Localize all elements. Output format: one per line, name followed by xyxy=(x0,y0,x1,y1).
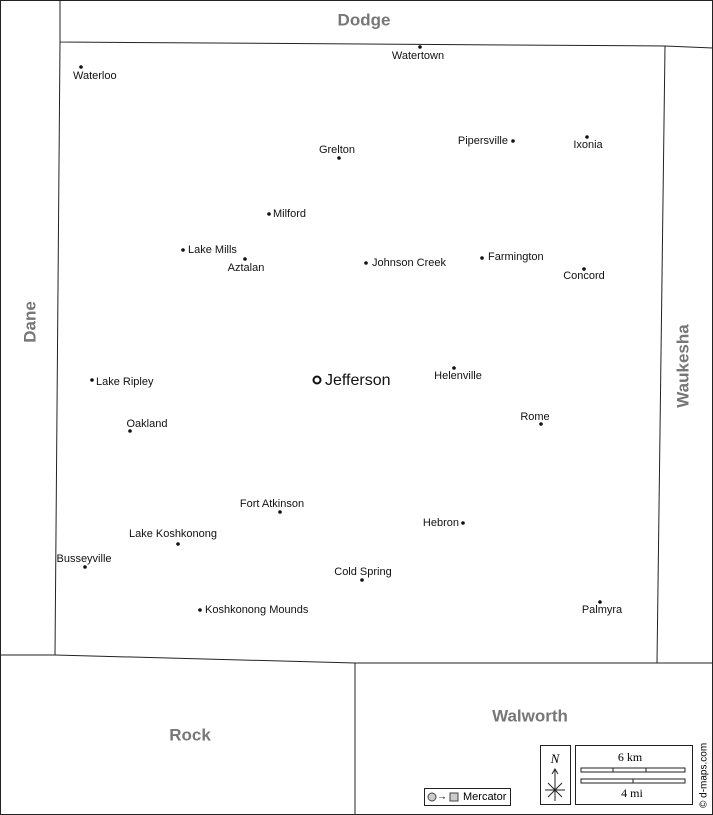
compass: N xyxy=(540,745,571,805)
compass-label: N xyxy=(550,751,561,766)
town-marker xyxy=(585,135,589,139)
town-label: Johnson Creek xyxy=(372,257,446,269)
town-marker xyxy=(511,139,515,143)
town-label: Palmyra xyxy=(582,604,623,616)
town-label: Concord xyxy=(563,270,605,282)
town-label: Rome xyxy=(520,411,549,423)
county-label: Dane xyxy=(20,301,39,343)
town-label: Watertown xyxy=(392,50,444,62)
town-label: Koshkonong Mounds xyxy=(205,604,309,616)
projection: → Mercator xyxy=(424,788,511,806)
town-marker xyxy=(418,45,422,49)
town-label: Waterloo xyxy=(73,70,117,82)
county-seat: Jefferson xyxy=(312,372,391,389)
county-label: Walworth xyxy=(492,706,568,725)
town-label: Lake Koshkonong xyxy=(129,528,217,540)
scale-mi: 4 mi xyxy=(621,786,643,800)
town-marker xyxy=(176,542,180,546)
town-label: Grelton xyxy=(319,144,355,156)
town-label: Hebron xyxy=(423,517,459,529)
seat-label: Jefferson xyxy=(325,372,391,389)
town-marker xyxy=(582,267,586,271)
town-label: Cold Spring xyxy=(334,566,391,578)
town-marker xyxy=(181,248,185,252)
town-marker xyxy=(452,366,456,370)
svg-text:→: → xyxy=(437,792,447,803)
town-marker xyxy=(79,65,83,69)
town-marker xyxy=(360,578,364,582)
county-label: Dodge xyxy=(338,10,391,29)
town-label: Lake Mills xyxy=(188,244,237,256)
town-label: Pipersville xyxy=(458,135,508,147)
town-marker xyxy=(90,378,94,382)
town-label: Milford xyxy=(273,208,306,220)
scale-km: 6 km xyxy=(618,750,643,764)
town-marker xyxy=(128,429,132,433)
town-marker xyxy=(243,257,247,261)
town-label: Farmington xyxy=(488,251,544,263)
towns: Waterloo Watertown Grelton Pipersville Ixoni… xyxy=(56,45,623,616)
town-label: Busseyville xyxy=(56,553,111,565)
town-label: Helenville xyxy=(434,370,482,382)
county-label: Waukesha xyxy=(673,324,692,408)
town-marker xyxy=(598,600,602,604)
town-marker xyxy=(337,156,341,160)
credit: © d-maps.com xyxy=(699,743,710,808)
projection-label: Mercator xyxy=(463,791,507,803)
town-label: Lake Ripley xyxy=(96,376,154,388)
town-label: Ixonia xyxy=(573,139,603,151)
seat-marker xyxy=(312,375,322,385)
town-marker xyxy=(480,256,484,260)
town-label: Oakland xyxy=(127,418,168,430)
town-marker xyxy=(364,261,368,265)
town-marker xyxy=(278,510,282,514)
town-marker xyxy=(267,212,271,216)
town-label: Aztalan xyxy=(228,262,265,274)
town-label: Fort Atkinson xyxy=(240,498,304,510)
town-marker xyxy=(539,422,543,426)
town-marker xyxy=(83,565,87,569)
scale-bar: 6 km 4 mi xyxy=(575,745,693,805)
county-label: Rock xyxy=(169,725,211,744)
town-marker xyxy=(461,521,465,525)
town-marker xyxy=(198,608,202,612)
